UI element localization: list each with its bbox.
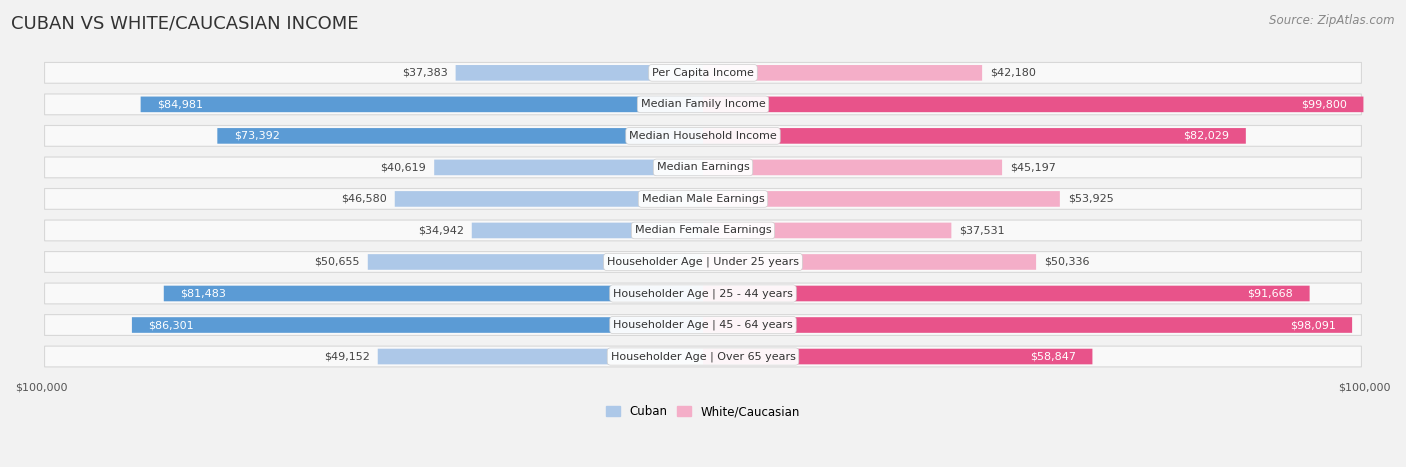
Text: $86,301: $86,301 [149,320,194,330]
FancyBboxPatch shape [395,191,703,207]
Text: Median Female Earnings: Median Female Earnings [634,226,772,235]
FancyBboxPatch shape [45,220,1361,241]
Text: $37,383: $37,383 [402,68,447,78]
Text: Householder Age | Over 65 years: Householder Age | Over 65 years [610,351,796,362]
FancyBboxPatch shape [703,254,1036,270]
FancyBboxPatch shape [703,65,983,81]
Text: CUBAN VS WHITE/CAUCASIAN INCOME: CUBAN VS WHITE/CAUCASIAN INCOME [11,14,359,32]
FancyBboxPatch shape [45,126,1361,146]
FancyBboxPatch shape [45,189,1361,209]
Text: Householder Age | 45 - 64 years: Householder Age | 45 - 64 years [613,320,793,330]
Text: $42,180: $42,180 [990,68,1036,78]
Text: $46,580: $46,580 [342,194,387,204]
FancyBboxPatch shape [163,286,703,301]
FancyBboxPatch shape [45,94,1361,115]
Text: $99,800: $99,800 [1301,99,1347,109]
Text: $73,392: $73,392 [233,131,280,141]
FancyBboxPatch shape [45,346,1361,367]
FancyBboxPatch shape [456,65,703,81]
FancyBboxPatch shape [45,283,1361,304]
FancyBboxPatch shape [45,157,1361,178]
Text: $91,668: $91,668 [1247,289,1294,298]
FancyBboxPatch shape [703,191,1060,207]
FancyBboxPatch shape [378,349,703,364]
Text: $40,619: $40,619 [381,163,426,172]
FancyBboxPatch shape [703,286,1309,301]
Legend: Cuban, White/Caucasian: Cuban, White/Caucasian [602,401,804,423]
Text: Source: ZipAtlas.com: Source: ZipAtlas.com [1270,14,1395,27]
FancyBboxPatch shape [703,128,1246,144]
FancyBboxPatch shape [141,97,703,112]
Text: $98,091: $98,091 [1289,320,1336,330]
Text: Median Earnings: Median Earnings [657,163,749,172]
Text: $45,197: $45,197 [1010,163,1056,172]
FancyBboxPatch shape [368,254,703,270]
FancyBboxPatch shape [703,349,1092,364]
FancyBboxPatch shape [132,317,703,333]
Text: $53,925: $53,925 [1067,194,1114,204]
Text: $34,942: $34,942 [418,226,464,235]
Text: $50,336: $50,336 [1045,257,1090,267]
Text: $50,655: $50,655 [315,257,360,267]
Text: Median Household Income: Median Household Income [628,131,778,141]
FancyBboxPatch shape [703,160,1002,175]
Text: $82,029: $82,029 [1184,131,1229,141]
Text: Householder Age | 25 - 44 years: Householder Age | 25 - 44 years [613,288,793,299]
Text: $84,981: $84,981 [157,99,204,109]
FancyBboxPatch shape [45,252,1361,272]
Text: $81,483: $81,483 [180,289,226,298]
FancyBboxPatch shape [218,128,703,144]
FancyBboxPatch shape [703,223,952,238]
FancyBboxPatch shape [434,160,703,175]
Text: Householder Age | Under 25 years: Householder Age | Under 25 years [607,257,799,267]
FancyBboxPatch shape [45,315,1361,335]
Text: Median Family Income: Median Family Income [641,99,765,109]
FancyBboxPatch shape [703,97,1364,112]
FancyBboxPatch shape [472,223,703,238]
Text: $58,847: $58,847 [1029,352,1076,361]
FancyBboxPatch shape [45,63,1361,83]
FancyBboxPatch shape [703,317,1353,333]
Text: Per Capita Income: Per Capita Income [652,68,754,78]
Text: Median Male Earnings: Median Male Earnings [641,194,765,204]
Text: $49,152: $49,152 [323,352,370,361]
Text: $37,531: $37,531 [959,226,1005,235]
